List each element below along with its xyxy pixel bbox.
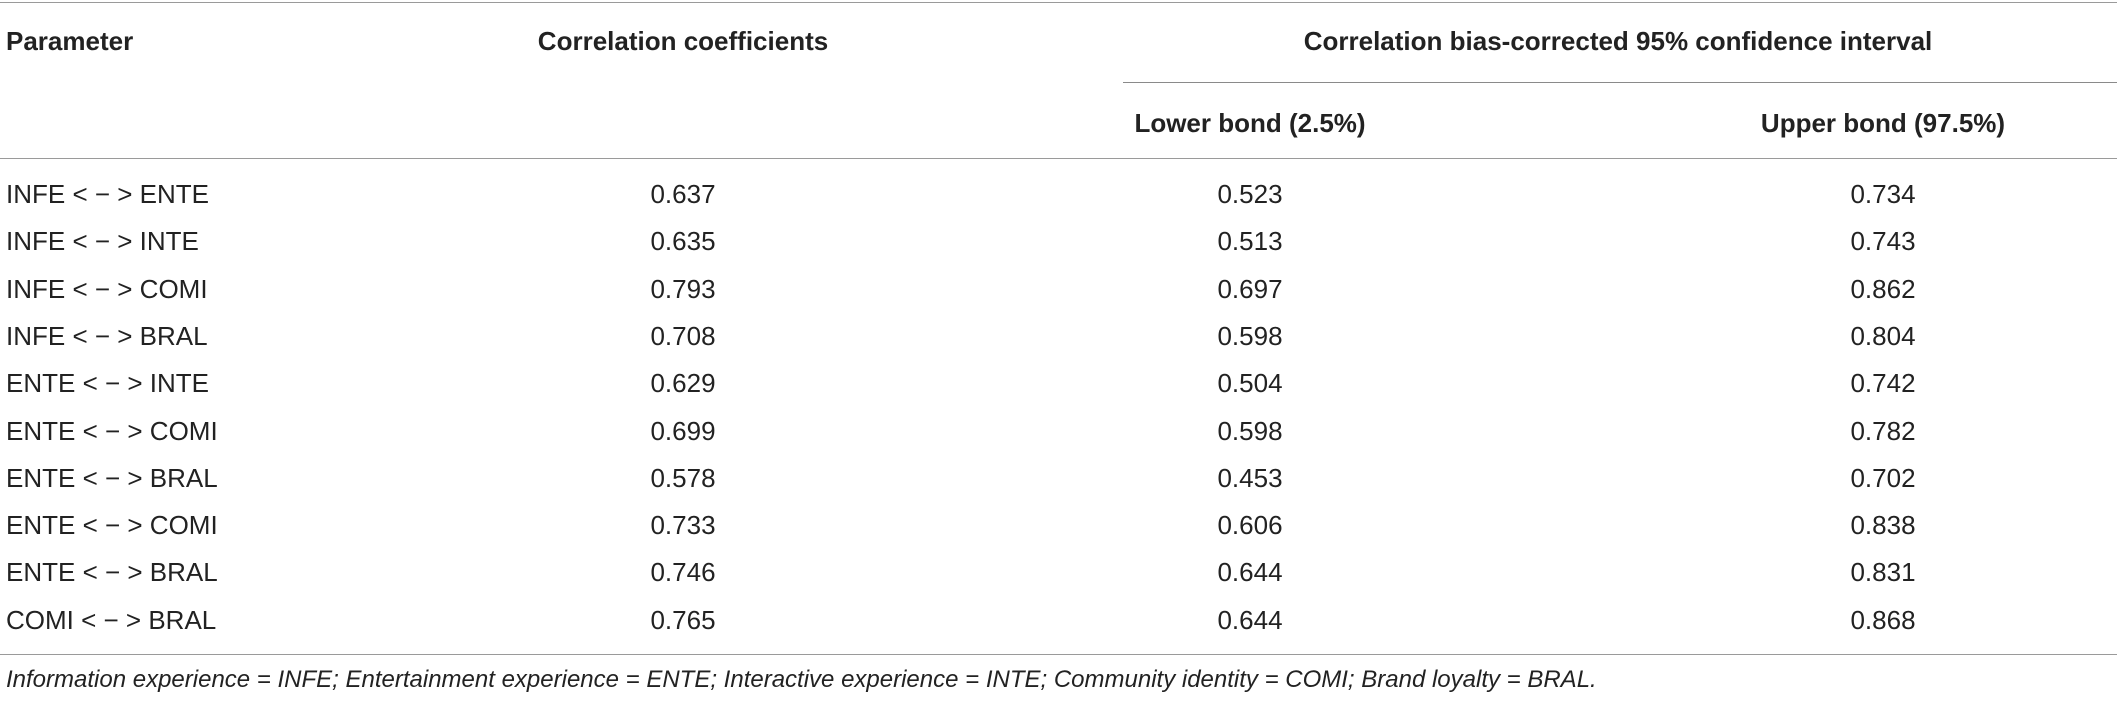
cell-lower-bond: 0.523 [1217, 179, 1283, 209]
table-top-rule [0, 2, 2117, 3]
cell-parameter: ENTE < − > BRAL [6, 557, 218, 587]
cell-parameter: INFE < − > BRAL [6, 321, 208, 351]
cell-upper-bond: 0.743 [1850, 226, 1916, 256]
cell-upper-bond: 0.782 [1850, 416, 1916, 446]
cell-upper-bond: 0.702 [1850, 463, 1916, 493]
cell-parameter: INFE < − > COMI [6, 274, 208, 304]
cell-coefficient: 0.629 [650, 368, 716, 398]
table-footnote: Information experience = INFE; Entertain… [6, 666, 1597, 693]
cell-upper-bond: 0.804 [1850, 321, 1916, 351]
header-upper-bond: Upper bond (97.5%) [1760, 108, 2006, 138]
cell-coefficient: 0.708 [650, 321, 716, 351]
cell-lower-bond: 0.598 [1217, 416, 1283, 446]
cell-upper-bond: 0.868 [1850, 605, 1916, 635]
cell-coefficient: 0.637 [650, 179, 716, 209]
cell-parameter: ENTE < − > COMI [6, 416, 218, 446]
cell-parameter: INFE < − > ENTE [6, 179, 210, 209]
header-lower-bond: Lower bond (2.5%) [1134, 108, 1366, 138]
header-confidence-interval: Correlation bias-corrected 95% confidenc… [1303, 26, 1933, 56]
cell-parameter: INFE < − > INTE [6, 226, 199, 256]
cell-lower-bond: 0.644 [1217, 557, 1283, 587]
cell-lower-bond: 0.504 [1217, 368, 1283, 398]
cell-coefficient: 0.635 [650, 226, 716, 256]
cell-lower-bond: 0.453 [1217, 463, 1283, 493]
cell-parameter: ENTE < − > BRAL [6, 463, 218, 493]
ci-group-rule [1123, 82, 2117, 83]
cell-upper-bond: 0.734 [1850, 179, 1916, 209]
cell-coefficient: 0.746 [650, 557, 716, 587]
cell-upper-bond: 0.742 [1850, 368, 1916, 398]
cell-lower-bond: 0.598 [1217, 321, 1283, 351]
header-correlation-coefficients: Correlation coefficients [537, 26, 829, 56]
header-bottom-rule [0, 158, 2117, 159]
cell-upper-bond: 0.862 [1850, 274, 1916, 304]
header-parameter: Parameter [6, 26, 134, 56]
cell-coefficient: 0.793 [650, 274, 716, 304]
cell-lower-bond: 0.644 [1217, 605, 1283, 635]
cell-parameter: ENTE < − > COMI [6, 510, 218, 540]
cell-coefficient: 0.733 [650, 510, 716, 540]
cell-lower-bond: 0.606 [1217, 510, 1283, 540]
table-bottom-rule [0, 654, 2117, 655]
cell-parameter: ENTE < − > INTE [6, 368, 210, 398]
cell-coefficient: 0.578 [650, 463, 716, 493]
cell-coefficient: 0.765 [650, 605, 716, 635]
cell-upper-bond: 0.831 [1850, 557, 1916, 587]
cell-coefficient: 0.699 [650, 416, 716, 446]
cell-lower-bond: 0.513 [1217, 226, 1283, 256]
cell-upper-bond: 0.838 [1850, 510, 1916, 540]
cell-lower-bond: 0.697 [1217, 274, 1283, 304]
cell-parameter: COMI < − > BRAL [6, 605, 217, 635]
